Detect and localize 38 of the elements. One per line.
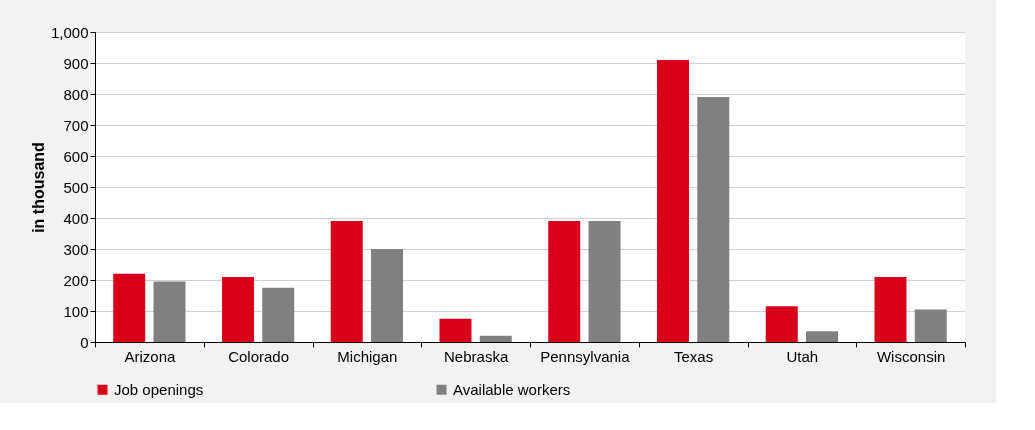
bar <box>330 221 363 342</box>
y-tick-label: 100 <box>63 302 89 320</box>
x-tick-label: Arizona <box>124 347 176 365</box>
x-tick-label: Utah <box>786 347 819 365</box>
bar <box>697 97 730 342</box>
bar <box>914 309 947 342</box>
bar <box>113 273 146 342</box>
bar <box>874 276 907 342</box>
bar <box>371 249 404 342</box>
y-tick-label: 700 <box>63 116 89 134</box>
bar <box>765 306 798 342</box>
y-axis-title: in thousand <box>29 142 47 233</box>
y-tick-label: 400 <box>63 209 89 227</box>
bar <box>588 221 621 342</box>
y-tick-label: 900 <box>63 54 89 72</box>
x-tick-label: Wisconsin <box>876 347 946 365</box>
y-tick-label: 300 <box>63 240 89 258</box>
bar <box>806 331 839 342</box>
y-tick-label: 600 <box>63 147 89 165</box>
bar <box>153 281 186 342</box>
bar <box>439 318 472 342</box>
x-tick-label: Michigan <box>337 347 398 365</box>
bar <box>262 287 295 342</box>
legend-label: Job openings <box>114 380 204 398</box>
bar <box>479 335 512 342</box>
y-tick-label: 1,000 <box>50 23 89 41</box>
y-tick-label: 800 <box>63 85 89 103</box>
bar <box>656 59 689 342</box>
x-tick-label: Colorado <box>228 347 290 365</box>
x-tick-label: Nebraska <box>444 347 509 365</box>
bar <box>548 221 581 342</box>
y-tick-label: 500 <box>63 178 89 196</box>
bar <box>221 276 254 342</box>
x-tick-label: Pennsylvania <box>540 347 631 365</box>
y-tick-label: 0 <box>80 333 89 351</box>
y-tick-label: 200 <box>63 271 89 289</box>
legend-label: Available workers <box>453 380 571 398</box>
x-tick-label: Texas <box>674 347 714 365</box>
